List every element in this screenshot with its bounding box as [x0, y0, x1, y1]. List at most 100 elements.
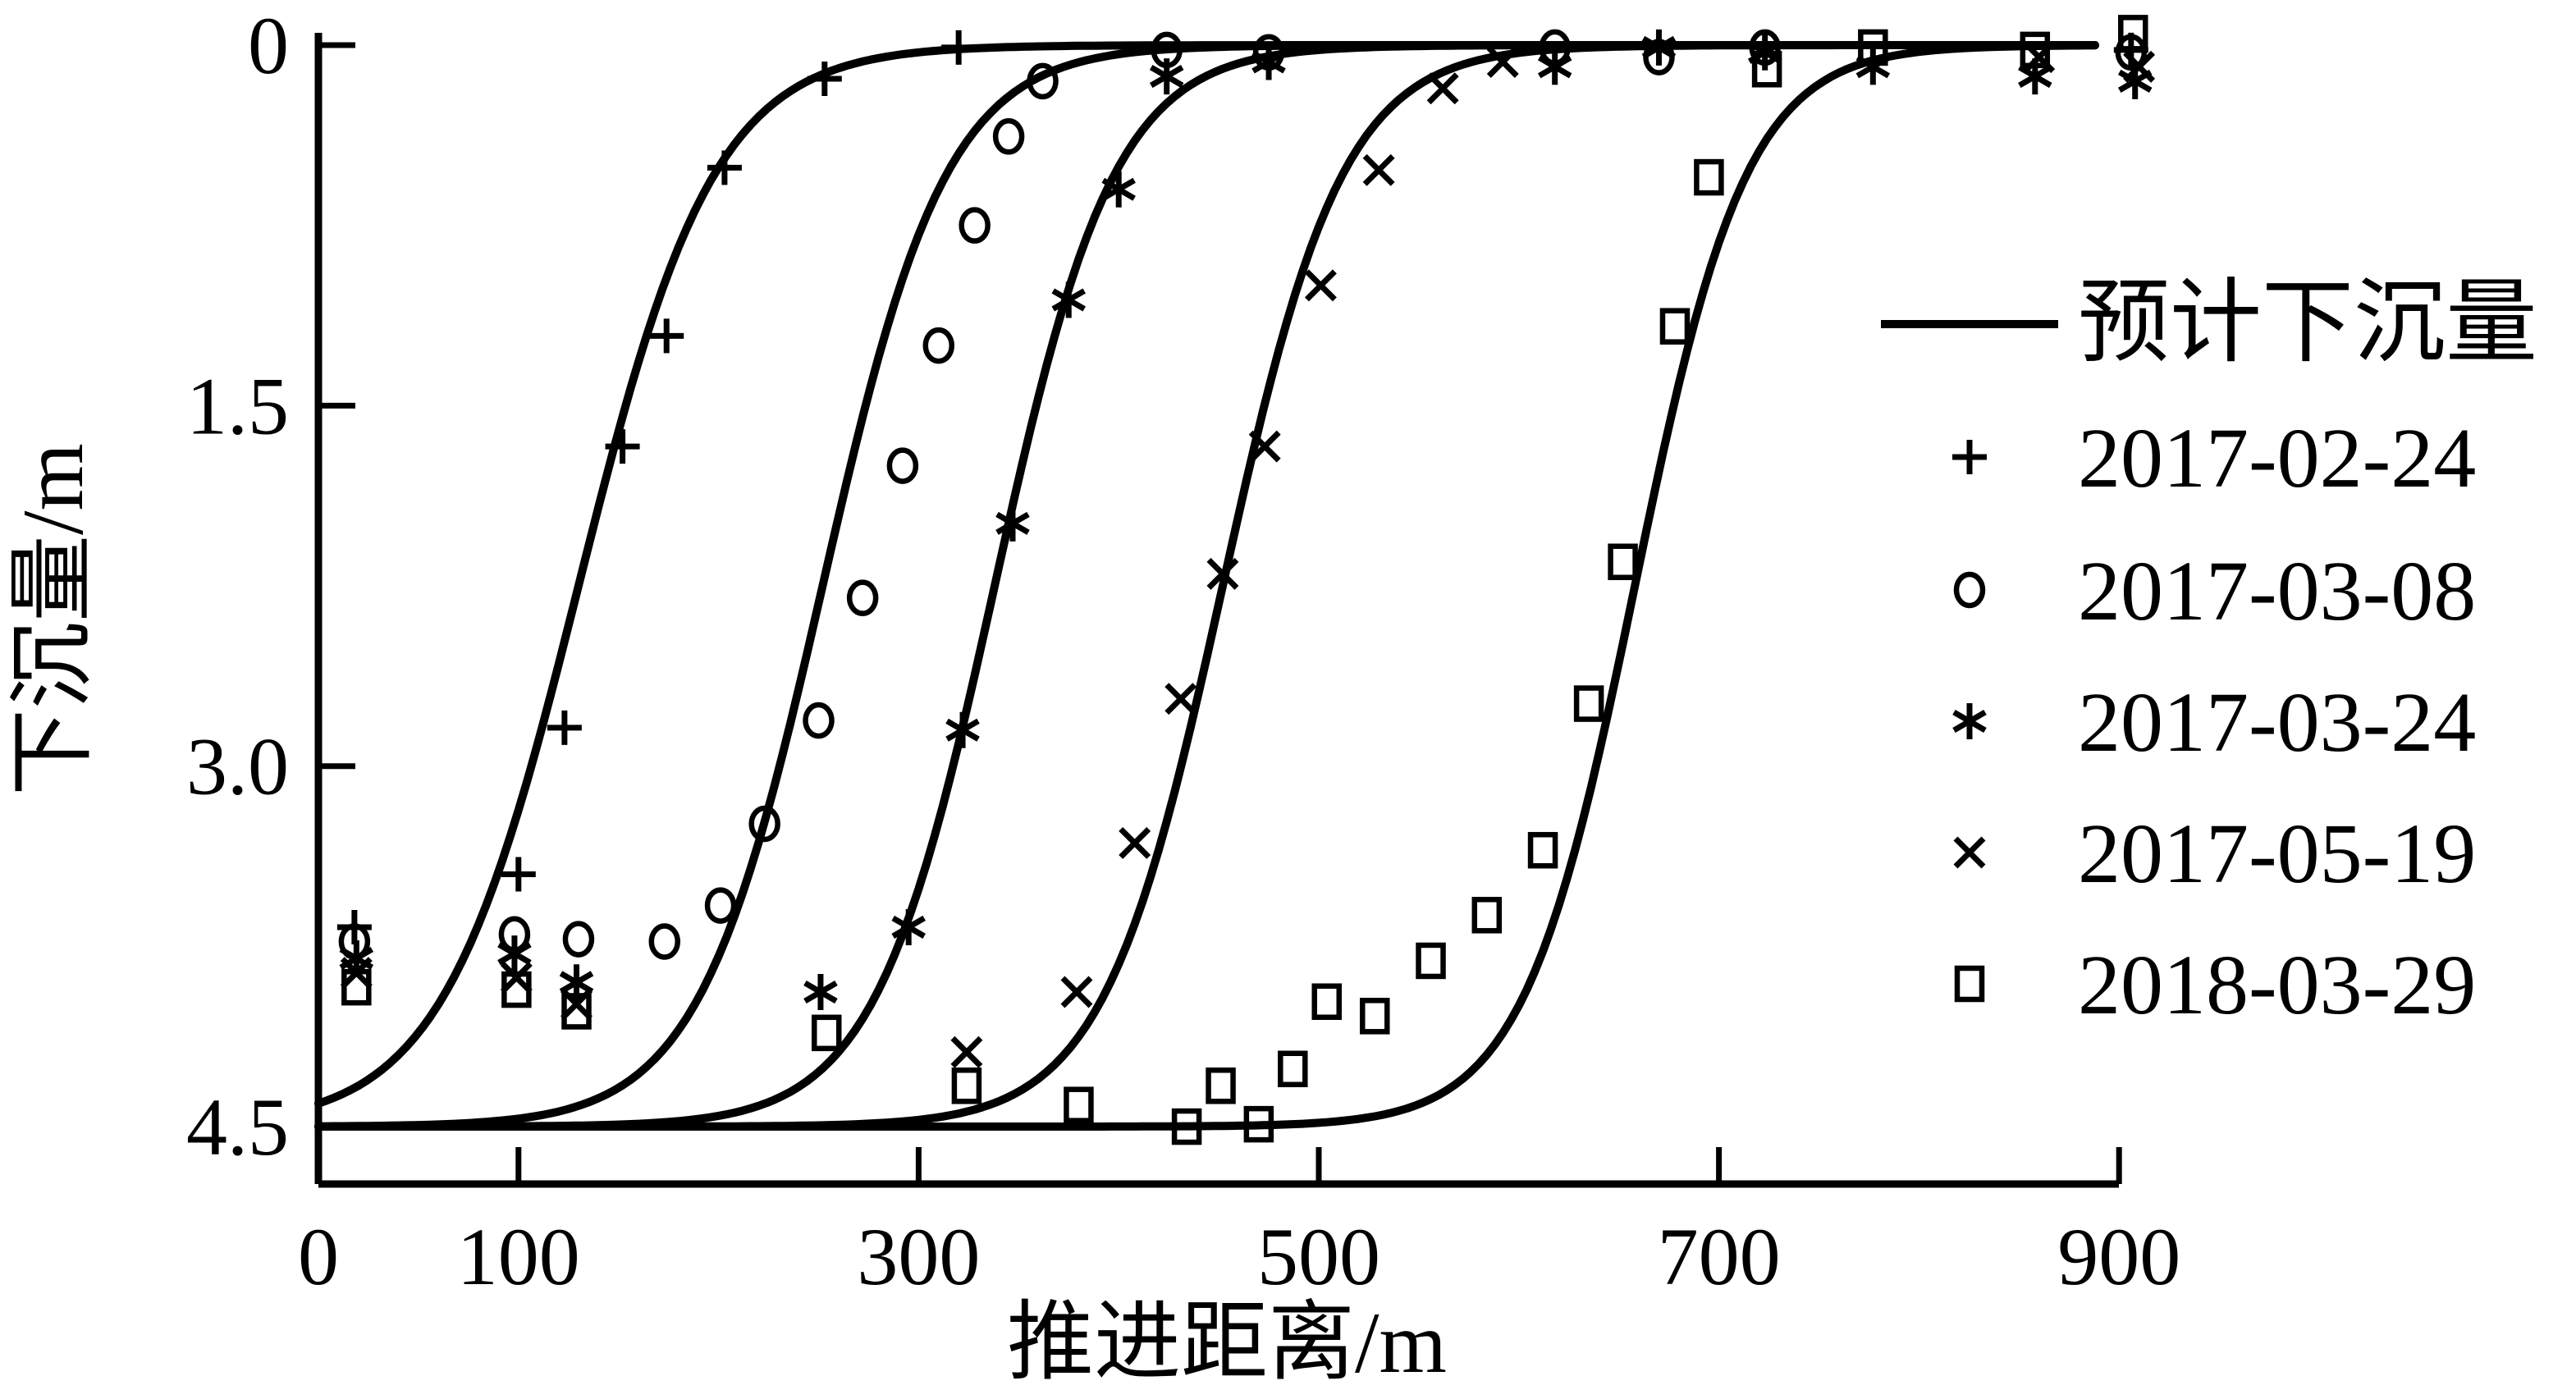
plus-marker-icon [807, 62, 842, 97]
x-tick-label: 700 [1658, 1211, 1781, 1302]
data-point [1471, 897, 1503, 934]
plus-marker-icon [501, 857, 536, 892]
data-point [846, 579, 879, 616]
data-point [1278, 1050, 1308, 1088]
cross-marker-icon [1119, 826, 1151, 859]
square-marker-icon [341, 968, 372, 1006]
data-point [748, 805, 780, 843]
data-point [1537, 48, 1572, 85]
asterisk-marker-icon [1251, 43, 1286, 80]
cross-marker-icon [950, 1036, 983, 1068]
scatter-points-group [336, 15, 2156, 1145]
legend-item-2017-03-08: 2017-03-08 [1953, 544, 2476, 638]
asterisk-marker-icon [497, 935, 532, 972]
tick-labels-group: 01.53.04.50 100 300 500 700 900 [186, 0, 2180, 1302]
cross-marker-icon [1426, 72, 1459, 105]
legend-sample-cross [1953, 836, 1986, 869]
data-point [959, 207, 991, 244]
data-point [992, 118, 1025, 155]
series-2017-03-24 [339, 29, 2153, 1011]
square-marker-icon [1858, 29, 1888, 66]
predicted-curve-1 [314, 41, 2099, 1108]
data-point [497, 935, 532, 972]
legend-sample-plus [1952, 440, 1987, 474]
data-point [1164, 683, 1197, 716]
asterisk-marker-icon [1952, 703, 1987, 739]
data-point [1416, 942, 1446, 980]
square-marker-icon [812, 1014, 842, 1052]
asterisk-marker-icon [1149, 58, 1184, 95]
predicted-curve-2 [314, 41, 2099, 1131]
data-point [941, 30, 977, 65]
data-point [561, 993, 592, 1030]
cross-marker-icon [1486, 46, 1519, 78]
x-tick-label: 300 [857, 1211, 980, 1302]
circle-marker-icon [886, 447, 919, 484]
data-point [1027, 62, 1059, 100]
plus-marker-icon [649, 318, 684, 354]
legend-item-predicted: 预计下沉量 [1881, 272, 2537, 374]
data-point [1858, 29, 1888, 66]
data-point [1694, 158, 1724, 196]
asterisk-marker-icon [803, 974, 838, 1011]
data-point [501, 971, 532, 1008]
data-point [605, 429, 640, 464]
data-point [707, 150, 742, 185]
square-marker-icon [1416, 942, 1446, 980]
cross-marker-icon [1362, 153, 1395, 186]
data-point [1248, 430, 1281, 463]
data-point [341, 968, 372, 1006]
data-point [891, 908, 926, 945]
square-marker-icon [1311, 983, 1343, 1020]
square-marker-icon [2118, 15, 2148, 52]
square-marker-icon [951, 1068, 982, 1104]
data-point [807, 62, 842, 97]
y-tick-label: 1.5 [186, 360, 289, 451]
legend-label: 预计下沉量 [2078, 272, 2537, 374]
predicted-curve-5 [314, 41, 2099, 1131]
plus-marker-icon [707, 150, 742, 185]
data-point [1608, 543, 1638, 580]
square-marker-icon [1360, 998, 1390, 1035]
plus-marker-icon [941, 30, 977, 65]
square-marker-icon [1243, 1105, 1274, 1143]
data-point [1206, 557, 1239, 590]
square-marker-icon [1064, 1086, 1094, 1123]
y-tick-label: 0 [248, 0, 289, 91]
circle-marker-icon [704, 887, 737, 924]
asterisk-marker-icon [1537, 48, 1572, 85]
data-point [562, 921, 595, 958]
legend-item-2017-03-24: 2017-03-24 [1952, 675, 2476, 770]
series-2017-05-19 [340, 41, 2156, 1068]
data-point [2118, 15, 2148, 52]
square-marker-icon [501, 971, 532, 1008]
asterisk-marker-icon [1101, 171, 1136, 208]
circle-marker-icon [2115, 34, 2148, 71]
data-point [951, 1068, 982, 1104]
data-point [649, 318, 684, 354]
square-marker-icon [1954, 965, 1985, 1003]
cross-marker-icon [1206, 557, 1239, 590]
data-point [2115, 34, 2148, 71]
legend-label: 2017-03-24 [2078, 675, 2476, 770]
data-point [1641, 29, 1677, 66]
square-marker-icon [1471, 897, 1503, 934]
legend-label: 2017-05-19 [2078, 807, 2476, 901]
data-point [1064, 1086, 1094, 1123]
data-point [1659, 308, 1691, 345]
circle-marker-icon [648, 923, 681, 960]
square-marker-icon [1751, 51, 1782, 88]
square-marker-icon [1171, 1108, 1202, 1145]
cross-marker-icon [2123, 50, 2156, 83]
x-axis-title: 推进距离/m [1007, 1295, 1447, 1391]
data-point [1060, 976, 1093, 1008]
data-point [648, 923, 681, 960]
data-point [1527, 831, 1558, 869]
legend-item-2017-05-19: 2017-05-19 [1953, 807, 2476, 901]
x-tick-label: 900 [2057, 1211, 2180, 1302]
data-point [1119, 826, 1151, 859]
data-point [547, 710, 582, 745]
data-point [1426, 72, 1459, 105]
legend-label: 2018-03-29 [2078, 938, 2476, 1032]
